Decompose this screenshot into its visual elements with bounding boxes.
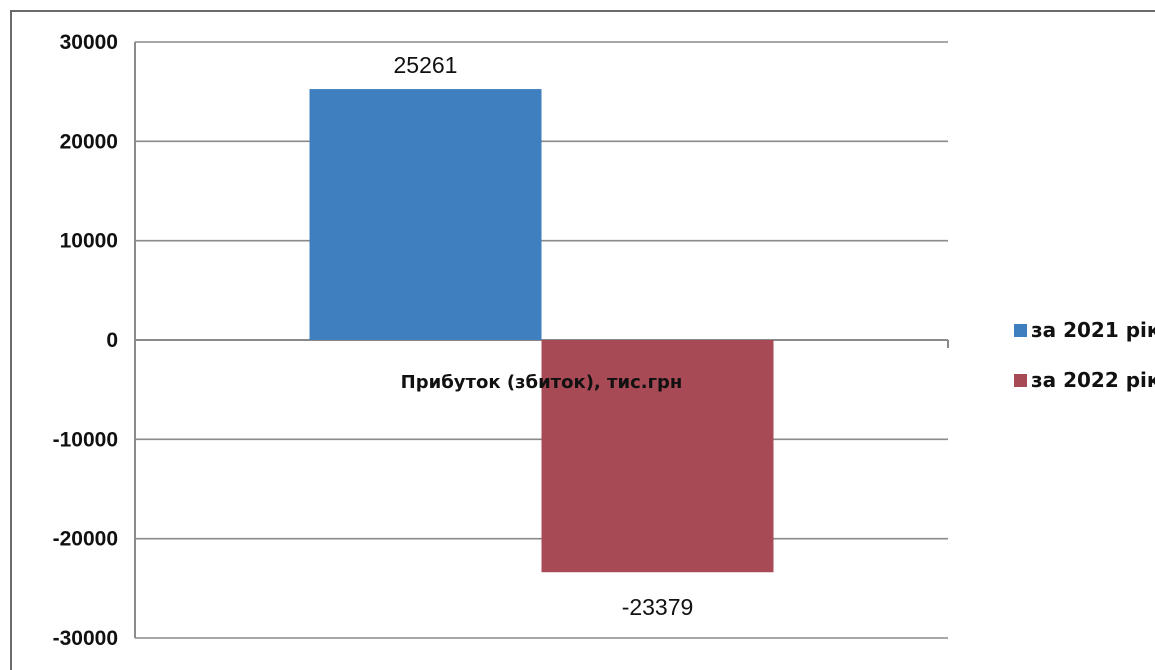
category-label: Прибуток (збиток), тис.грн (401, 372, 683, 393)
legend-swatch (1014, 374, 1027, 387)
data-label: -23379 (622, 594, 694, 620)
y-tick-label: -30000 (53, 627, 118, 650)
chart-frame (10, 10, 1155, 670)
legend-swatch (1014, 324, 1027, 337)
y-tick-labels: 30000 20000 10000 0 -10000 -20000 -30000 (53, 31, 118, 650)
y-tick-label: 20000 (60, 130, 118, 153)
data-labels: 25261 -23379 (394, 52, 694, 620)
y-tick-label: -10000 (53, 428, 118, 451)
y-tick-label: 0 (106, 329, 118, 352)
legend-label: за 2022 рік (1031, 368, 1155, 392)
y-tick-label: 10000 (60, 230, 118, 253)
bar-2021 (309, 89, 542, 340)
legend-label: за 2021 рік (1031, 318, 1155, 342)
y-tick-label: 30000 (60, 31, 118, 54)
bar-2022 (541, 340, 774, 573)
data-label: 25261 (394, 52, 458, 78)
legend: за 2021 рік за 2022 рік (1014, 318, 1155, 392)
bars (309, 89, 774, 573)
y-tick-label: -20000 (53, 528, 118, 551)
